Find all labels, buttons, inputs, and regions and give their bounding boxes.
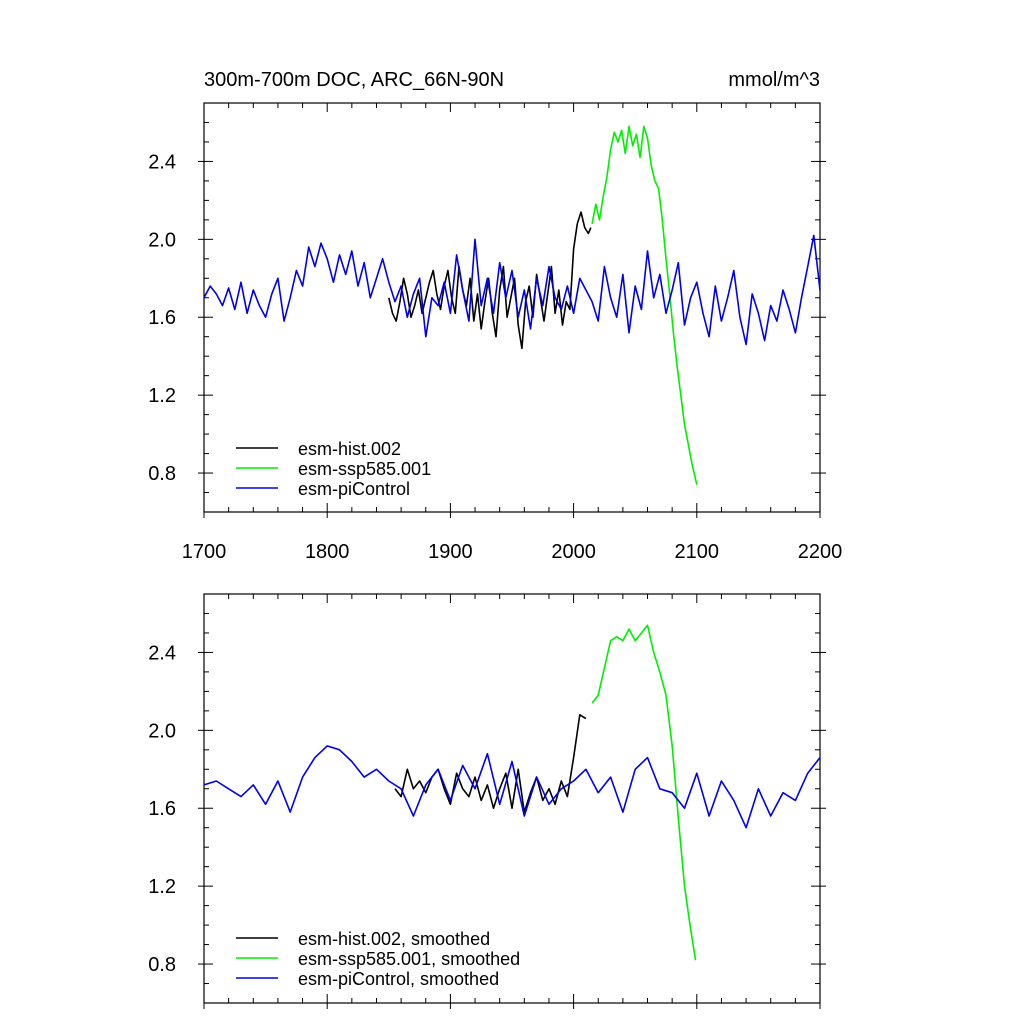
top-x-tick-label: 2000 bbox=[551, 541, 596, 563]
bottom-y-axis: 0.8 1.2 1.6 2.0 2.4 bbox=[148, 593, 826, 1004]
bottom-series-line-esm-picontrol bbox=[203, 745, 821, 829]
top-y-tick-label: 1.2 bbox=[148, 385, 176, 407]
bottom-y-tick-label: 2.4 bbox=[148, 642, 176, 664]
bottom-legend-label: esm-piControl, smoothed bbox=[298, 969, 499, 989]
top-y-axis: 0.8 1.2 1.6 2.0 2.4 bbox=[148, 102, 826, 513]
bottom-series-line-esm-hist-002 bbox=[394, 713, 587, 813]
bottom-plot-frame bbox=[203, 593, 821, 1004]
top-x-tick-label: 1900 bbox=[428, 541, 473, 563]
bottom-legend-label: esm-hist.002, smoothed bbox=[298, 929, 490, 949]
top-panel: 1700 1800 1900 2000 2100 2200 0.8 1.2 1.6 2.0 2.4 e… bbox=[148, 102, 843, 563]
top-y-tick-label: 2.4 bbox=[148, 151, 176, 173]
bottom-x-axis bbox=[203, 594, 821, 1009]
top-series-group bbox=[203, 125, 821, 485]
bottom-y-tick-label: 1.6 bbox=[148, 798, 176, 820]
top-y-tick-label: 1.6 bbox=[148, 307, 176, 329]
top-plot-frame bbox=[203, 102, 821, 513]
bottom-series-line-esm-ssp585-001 bbox=[591, 624, 697, 961]
top-x-axis: 1700 1800 1900 2000 2100 2200 bbox=[182, 103, 843, 563]
units-label: mmol/m^3 bbox=[728, 69, 820, 91]
top-x-tick-label: 2100 bbox=[675, 541, 720, 563]
top-series-line-esm-picontrol bbox=[203, 234, 821, 346]
top-x-tick-label: 1800 bbox=[305, 541, 350, 563]
top-legend-label: esm-ssp585.001 bbox=[298, 459, 431, 479]
top-x-tick-label: 1700 bbox=[182, 541, 227, 563]
bottom-series-group bbox=[203, 624, 821, 961]
top-y-tick-label: 2.0 bbox=[148, 229, 176, 251]
bottom-legend-label: esm-ssp585.001, smoothed bbox=[298, 949, 520, 969]
bottom-y-tick-label: 2.0 bbox=[148, 720, 176, 742]
top-legend-label: esm-hist.002 bbox=[298, 439, 401, 459]
top-x-tick-label: 2200 bbox=[798, 541, 843, 563]
bottom-y-tick-label: 0.8 bbox=[148, 954, 176, 976]
top-legend-label: esm-piControl bbox=[298, 479, 410, 499]
top-series-line-esm-ssp585-001 bbox=[591, 125, 698, 485]
chart-title: 300m-700m DOC, ARC_66N-90N bbox=[204, 69, 504, 91]
bottom-y-tick-label: 1.2 bbox=[148, 876, 176, 898]
top-y-tick-label: 0.8 bbox=[148, 463, 176, 485]
